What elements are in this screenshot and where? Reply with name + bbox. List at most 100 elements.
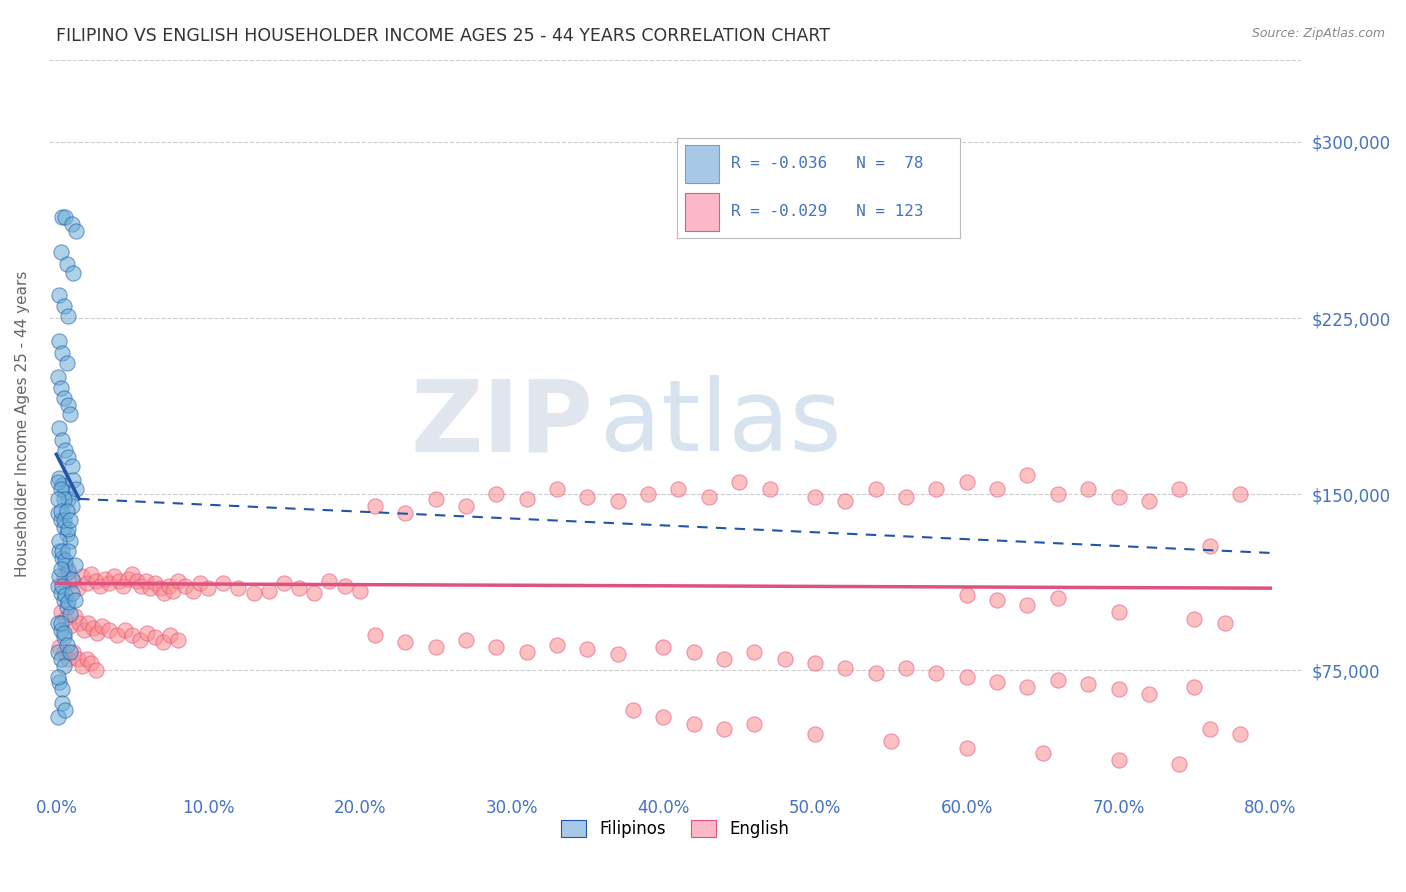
Point bbox=[58, 595, 80, 609]
Text: FILIPINO VS ENGLISH HOUSEHOLDER INCOME AGES 25 - 44 YEARS CORRELATION CHART: FILIPINO VS ENGLISH HOUSEHOLDER INCOME A… bbox=[56, 27, 830, 45]
Point bbox=[46, 670, 69, 684]
Point bbox=[1017, 468, 1039, 483]
Point bbox=[157, 579, 180, 593]
Point bbox=[956, 588, 979, 602]
Point bbox=[174, 579, 197, 593]
Point bbox=[49, 503, 72, 517]
Point bbox=[76, 576, 98, 591]
Point bbox=[52, 631, 75, 645]
Point bbox=[162, 583, 184, 598]
Point bbox=[152, 635, 174, 649]
Point bbox=[58, 523, 80, 537]
Point bbox=[58, 398, 80, 412]
Point bbox=[98, 624, 121, 638]
Point bbox=[51, 433, 73, 447]
Point bbox=[1032, 746, 1054, 760]
Point bbox=[1046, 487, 1069, 501]
Point bbox=[1137, 687, 1160, 701]
Point bbox=[804, 727, 827, 741]
Point bbox=[59, 619, 82, 633]
Point bbox=[56, 527, 79, 541]
Point bbox=[834, 661, 856, 675]
Point bbox=[56, 356, 79, 370]
Point bbox=[49, 382, 72, 396]
Point bbox=[51, 477, 73, 491]
Text: ZIP: ZIP bbox=[411, 376, 593, 472]
Point bbox=[52, 625, 75, 640]
Point bbox=[652, 710, 675, 724]
Text: atlas: atlas bbox=[599, 376, 841, 472]
Point bbox=[744, 644, 766, 658]
Point bbox=[925, 665, 948, 680]
Point bbox=[333, 579, 356, 593]
Point bbox=[1198, 722, 1220, 736]
Point bbox=[925, 483, 948, 497]
Point bbox=[1046, 591, 1069, 605]
Point bbox=[51, 682, 73, 697]
Point bbox=[52, 593, 75, 607]
Point bbox=[304, 586, 326, 600]
Point bbox=[485, 487, 508, 501]
Point bbox=[80, 657, 103, 671]
Point bbox=[65, 224, 87, 238]
Legend: Filipinos, English: Filipinos, English bbox=[554, 814, 796, 845]
Point bbox=[1046, 673, 1069, 687]
Point bbox=[46, 616, 69, 631]
Point bbox=[136, 625, 159, 640]
Point bbox=[62, 266, 84, 280]
Point bbox=[1137, 494, 1160, 508]
Point bbox=[135, 574, 157, 588]
Point bbox=[1108, 682, 1130, 697]
Point bbox=[46, 369, 69, 384]
Point bbox=[454, 499, 477, 513]
Point bbox=[121, 567, 143, 582]
Point bbox=[1198, 539, 1220, 553]
Point bbox=[48, 569, 70, 583]
Point bbox=[49, 651, 72, 665]
Point bbox=[76, 651, 98, 665]
Point bbox=[181, 583, 204, 598]
Point bbox=[60, 572, 83, 586]
Point bbox=[125, 574, 148, 588]
Point bbox=[668, 483, 690, 497]
Point bbox=[1213, 616, 1236, 631]
Point bbox=[637, 487, 659, 501]
Point bbox=[51, 210, 73, 224]
Point bbox=[55, 484, 77, 499]
Point bbox=[58, 309, 80, 323]
Point bbox=[1108, 753, 1130, 767]
Point bbox=[59, 513, 82, 527]
Point bbox=[1077, 483, 1099, 497]
Point bbox=[713, 651, 735, 665]
Bar bbox=[686, 193, 720, 230]
Bar bbox=[686, 145, 720, 183]
Point bbox=[682, 644, 704, 658]
Point bbox=[66, 581, 89, 595]
Point bbox=[90, 619, 112, 633]
Point bbox=[546, 483, 568, 497]
Point bbox=[865, 665, 887, 680]
Point bbox=[55, 703, 77, 717]
Point bbox=[52, 569, 75, 583]
Point bbox=[52, 491, 75, 506]
Point bbox=[48, 640, 70, 654]
Point bbox=[49, 562, 72, 576]
Point bbox=[516, 644, 538, 658]
Point bbox=[956, 740, 979, 755]
Point bbox=[55, 588, 77, 602]
Point bbox=[986, 593, 1008, 607]
Point bbox=[59, 607, 82, 621]
Point bbox=[49, 586, 72, 600]
Point bbox=[880, 734, 903, 748]
Point bbox=[51, 346, 73, 360]
Point bbox=[49, 513, 72, 527]
Point bbox=[576, 642, 599, 657]
Point bbox=[318, 574, 340, 588]
Point bbox=[1108, 490, 1130, 504]
Point bbox=[1229, 487, 1251, 501]
Point bbox=[1168, 757, 1191, 772]
Point bbox=[682, 717, 704, 731]
Point bbox=[77, 616, 100, 631]
Point bbox=[55, 553, 77, 567]
Point bbox=[117, 572, 139, 586]
